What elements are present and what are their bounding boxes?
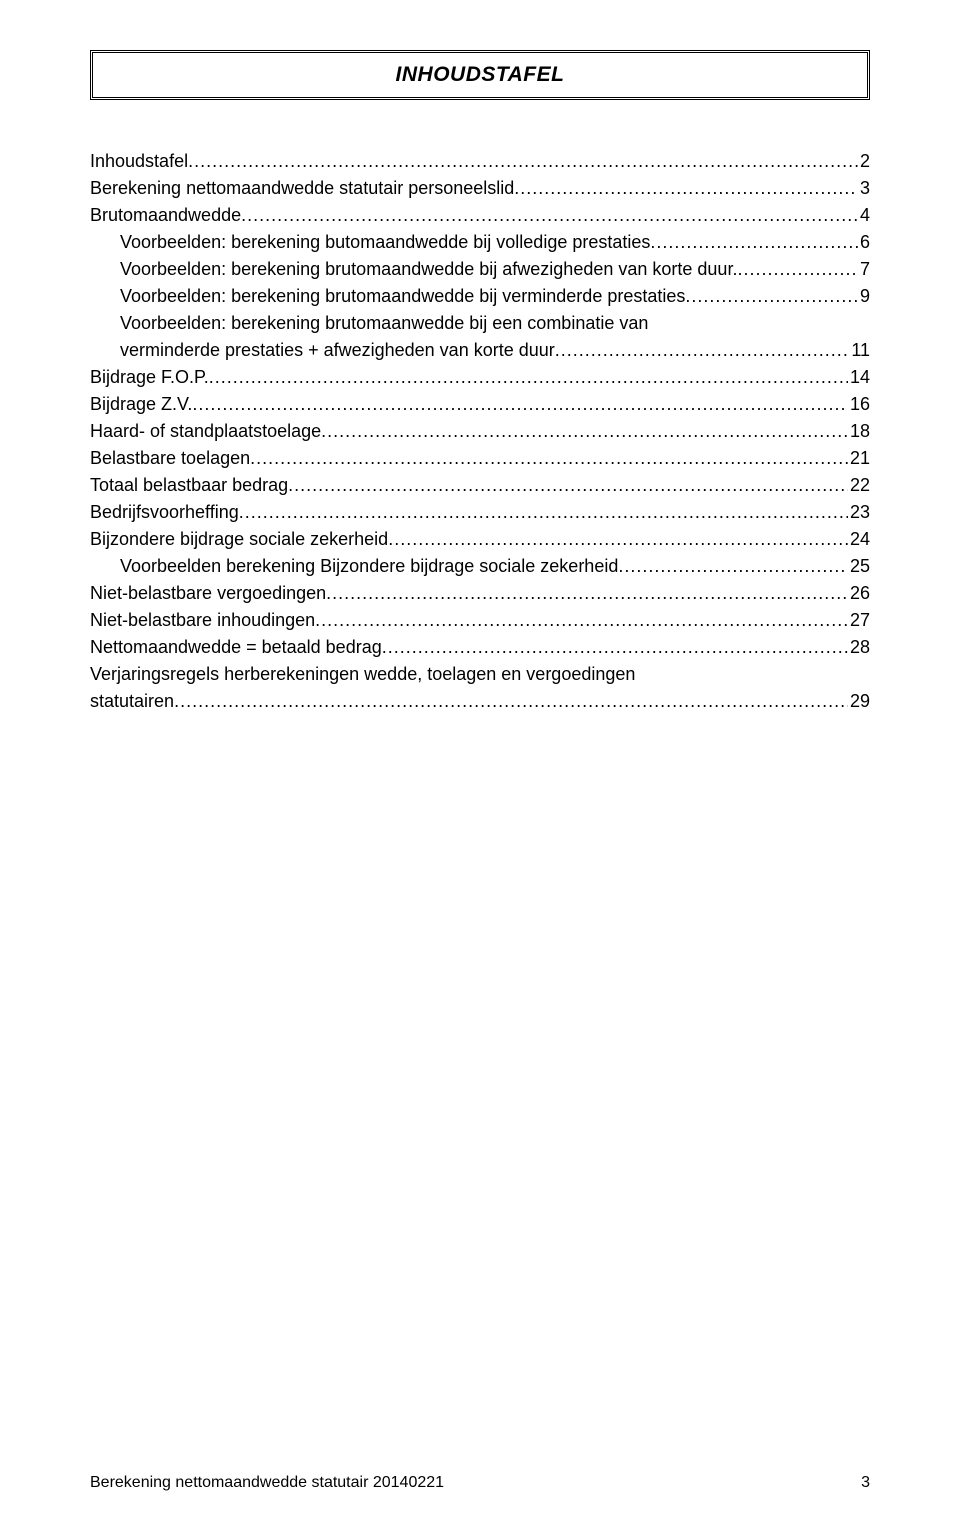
toc-entry: Niet-belastbare vergoedingen 26 [90, 580, 870, 607]
footer-left-text: Berekening nettomaandwedde statutair 201… [90, 1474, 444, 1492]
toc-entry: Voorbeelden: berekening brutomaandwedde … [90, 283, 870, 310]
toc-leader-dots [388, 526, 848, 553]
toc-entry-label: Berekening nettomaandwedde statutair per… [90, 175, 514, 202]
toc-entry: Haard- of standplaatstoelage 18 [90, 418, 870, 445]
toc-entry-label: Bijzondere bijdrage sociale zekerheid [90, 526, 388, 553]
document-page: INHOUDSTAFEL Inhoudstafel 2 Berekening net… [0, 0, 960, 715]
toc-entry-label: Voorbeelden: berekening butomaandwedde b… [120, 229, 650, 256]
toc-entry-label: Totaal belastbaar bedrag [90, 472, 288, 499]
toc-entry-label: Niet-belastbare vergoedingen [90, 580, 326, 607]
toc-leader-dots [382, 634, 848, 661]
toc-entry: Bijdrage F.O.P. 14 [90, 364, 870, 391]
toc-entry: Inhoudstafel 2 [90, 148, 870, 175]
toc-leader-dots [315, 607, 848, 634]
toc-entry-label: Belastbare toelagen [90, 445, 250, 472]
toc-entry-wrap-line: Verjaringsregels herberekeningen wedde, … [90, 661, 870, 688]
toc-leader-dots [188, 148, 858, 175]
toc-entry-page: 29 [848, 688, 870, 715]
toc-entry: statutairen 29 [90, 688, 870, 715]
toc-entry: Voorbeelden berekening Bijzondere bijdra… [90, 553, 870, 580]
toc-entry-label: Nettomaandwedde = betaald bedrag [90, 634, 382, 661]
toc-entry-page: 27 [848, 607, 870, 634]
toc-entry: Voorbeelden: berekening butomaandwedde b… [90, 229, 870, 256]
toc-entry: Nettomaandwedde = betaald bedrag 28 [90, 634, 870, 661]
toc-entry-label: Voorbeelden: berekening brutomaandwedde … [120, 283, 685, 310]
toc-entry: Bijdrage Z.V. 16 [90, 391, 870, 418]
toc-entry: Belastbare toelagen 21 [90, 445, 870, 472]
toc-entry-label: Verjaringsregels herberekeningen wedde, … [90, 664, 635, 684]
toc-entry-page: 2 [858, 148, 870, 175]
toc-entry-label: statutairen [90, 688, 174, 715]
title-box: INHOUDSTAFEL [90, 50, 870, 100]
toc-leader-dots [737, 256, 858, 283]
toc-entry-wrap-line: Voorbeelden: berekening brutomaanwedde b… [90, 310, 870, 337]
toc-entry-page: 11 [849, 337, 870, 364]
toc-entry-page: 7 [858, 256, 870, 283]
toc-entry-page: 22 [848, 472, 870, 499]
toc-entry-page: 3 [858, 175, 870, 202]
toc-entry-label: verminderde prestaties + afwezigheden va… [120, 337, 555, 364]
toc-leader-dots [209, 364, 848, 391]
page-title: INHOUDSTAFEL [396, 63, 565, 86]
toc-leader-dots [239, 499, 848, 526]
toc-leader-dots [618, 553, 848, 580]
toc-entry-page: 28 [848, 634, 870, 661]
toc-entry-label: Niet-belastbare inhoudingen [90, 607, 315, 634]
toc-leader-dots [326, 580, 848, 607]
toc-entry-page: 23 [848, 499, 870, 526]
toc-entry-page: 9 [858, 283, 870, 310]
toc-entry-page: 25 [848, 553, 870, 580]
toc-leader-dots [174, 688, 848, 715]
toc-leader-dots [241, 202, 858, 229]
toc-entry: verminderde prestaties + afwezigheden va… [90, 337, 870, 364]
toc-leader-dots [321, 418, 848, 445]
toc-entry: Voorbeelden: berekening brutomaandwedde … [90, 256, 870, 283]
toc-entry-page: 21 [848, 445, 870, 472]
toc-leader-dots [555, 337, 850, 364]
toc-entry: Brutomaandwedde 4 [90, 202, 870, 229]
toc-entry: Bedrijfsvoorheffing 23 [90, 499, 870, 526]
footer-page-number: 3 [861, 1474, 870, 1492]
toc-leader-dots [685, 283, 858, 310]
toc-entry-page: 14 [848, 364, 870, 391]
toc-entry: Niet-belastbare inhoudingen 27 [90, 607, 870, 634]
toc-entry-page: 6 [858, 229, 870, 256]
toc-leader-dots [288, 472, 848, 499]
toc-entry-page: 24 [848, 526, 870, 553]
toc-leader-dots [250, 445, 848, 472]
toc-entry-label: Haard- of standplaatstoelage [90, 418, 321, 445]
toc-entry: Bijzondere bijdrage sociale zekerheid 24 [90, 526, 870, 553]
toc-entry-label: Bedrijfsvoorheffing [90, 499, 239, 526]
toc-leader-dots [514, 175, 858, 202]
toc-entry-page: 4 [858, 202, 870, 229]
page-footer: Berekening nettomaandwedde statutair 201… [90, 1474, 870, 1492]
toc-entry-page: 26 [848, 580, 870, 607]
toc-entry: Totaal belastbaar bedrag 22 [90, 472, 870, 499]
toc-entry-label: Inhoudstafel [90, 148, 188, 175]
toc-entry-label: Brutomaandwedde [90, 202, 241, 229]
toc-entry: Berekening nettomaandwedde statutair per… [90, 175, 870, 202]
toc-entry-label: Bijdrage F.O.P. [90, 364, 209, 391]
toc-entry-label: Voorbeelden: berekening brutomaanwedde b… [120, 313, 648, 333]
toc-entry-page: 18 [848, 418, 870, 445]
toc-leader-dots [192, 391, 848, 418]
toc-entry-label: Bijdrage Z.V. [90, 391, 192, 418]
toc-entry-page: 16 [848, 391, 870, 418]
toc-leader-dots [650, 229, 858, 256]
table-of-contents: Inhoudstafel 2 Berekening nettomaandwedde … [90, 148, 870, 715]
toc-entry-label: Voorbeelden berekening Bijzondere bijdra… [120, 553, 618, 580]
toc-entry-label: Voorbeelden: berekening brutomaandwedde … [120, 256, 737, 283]
